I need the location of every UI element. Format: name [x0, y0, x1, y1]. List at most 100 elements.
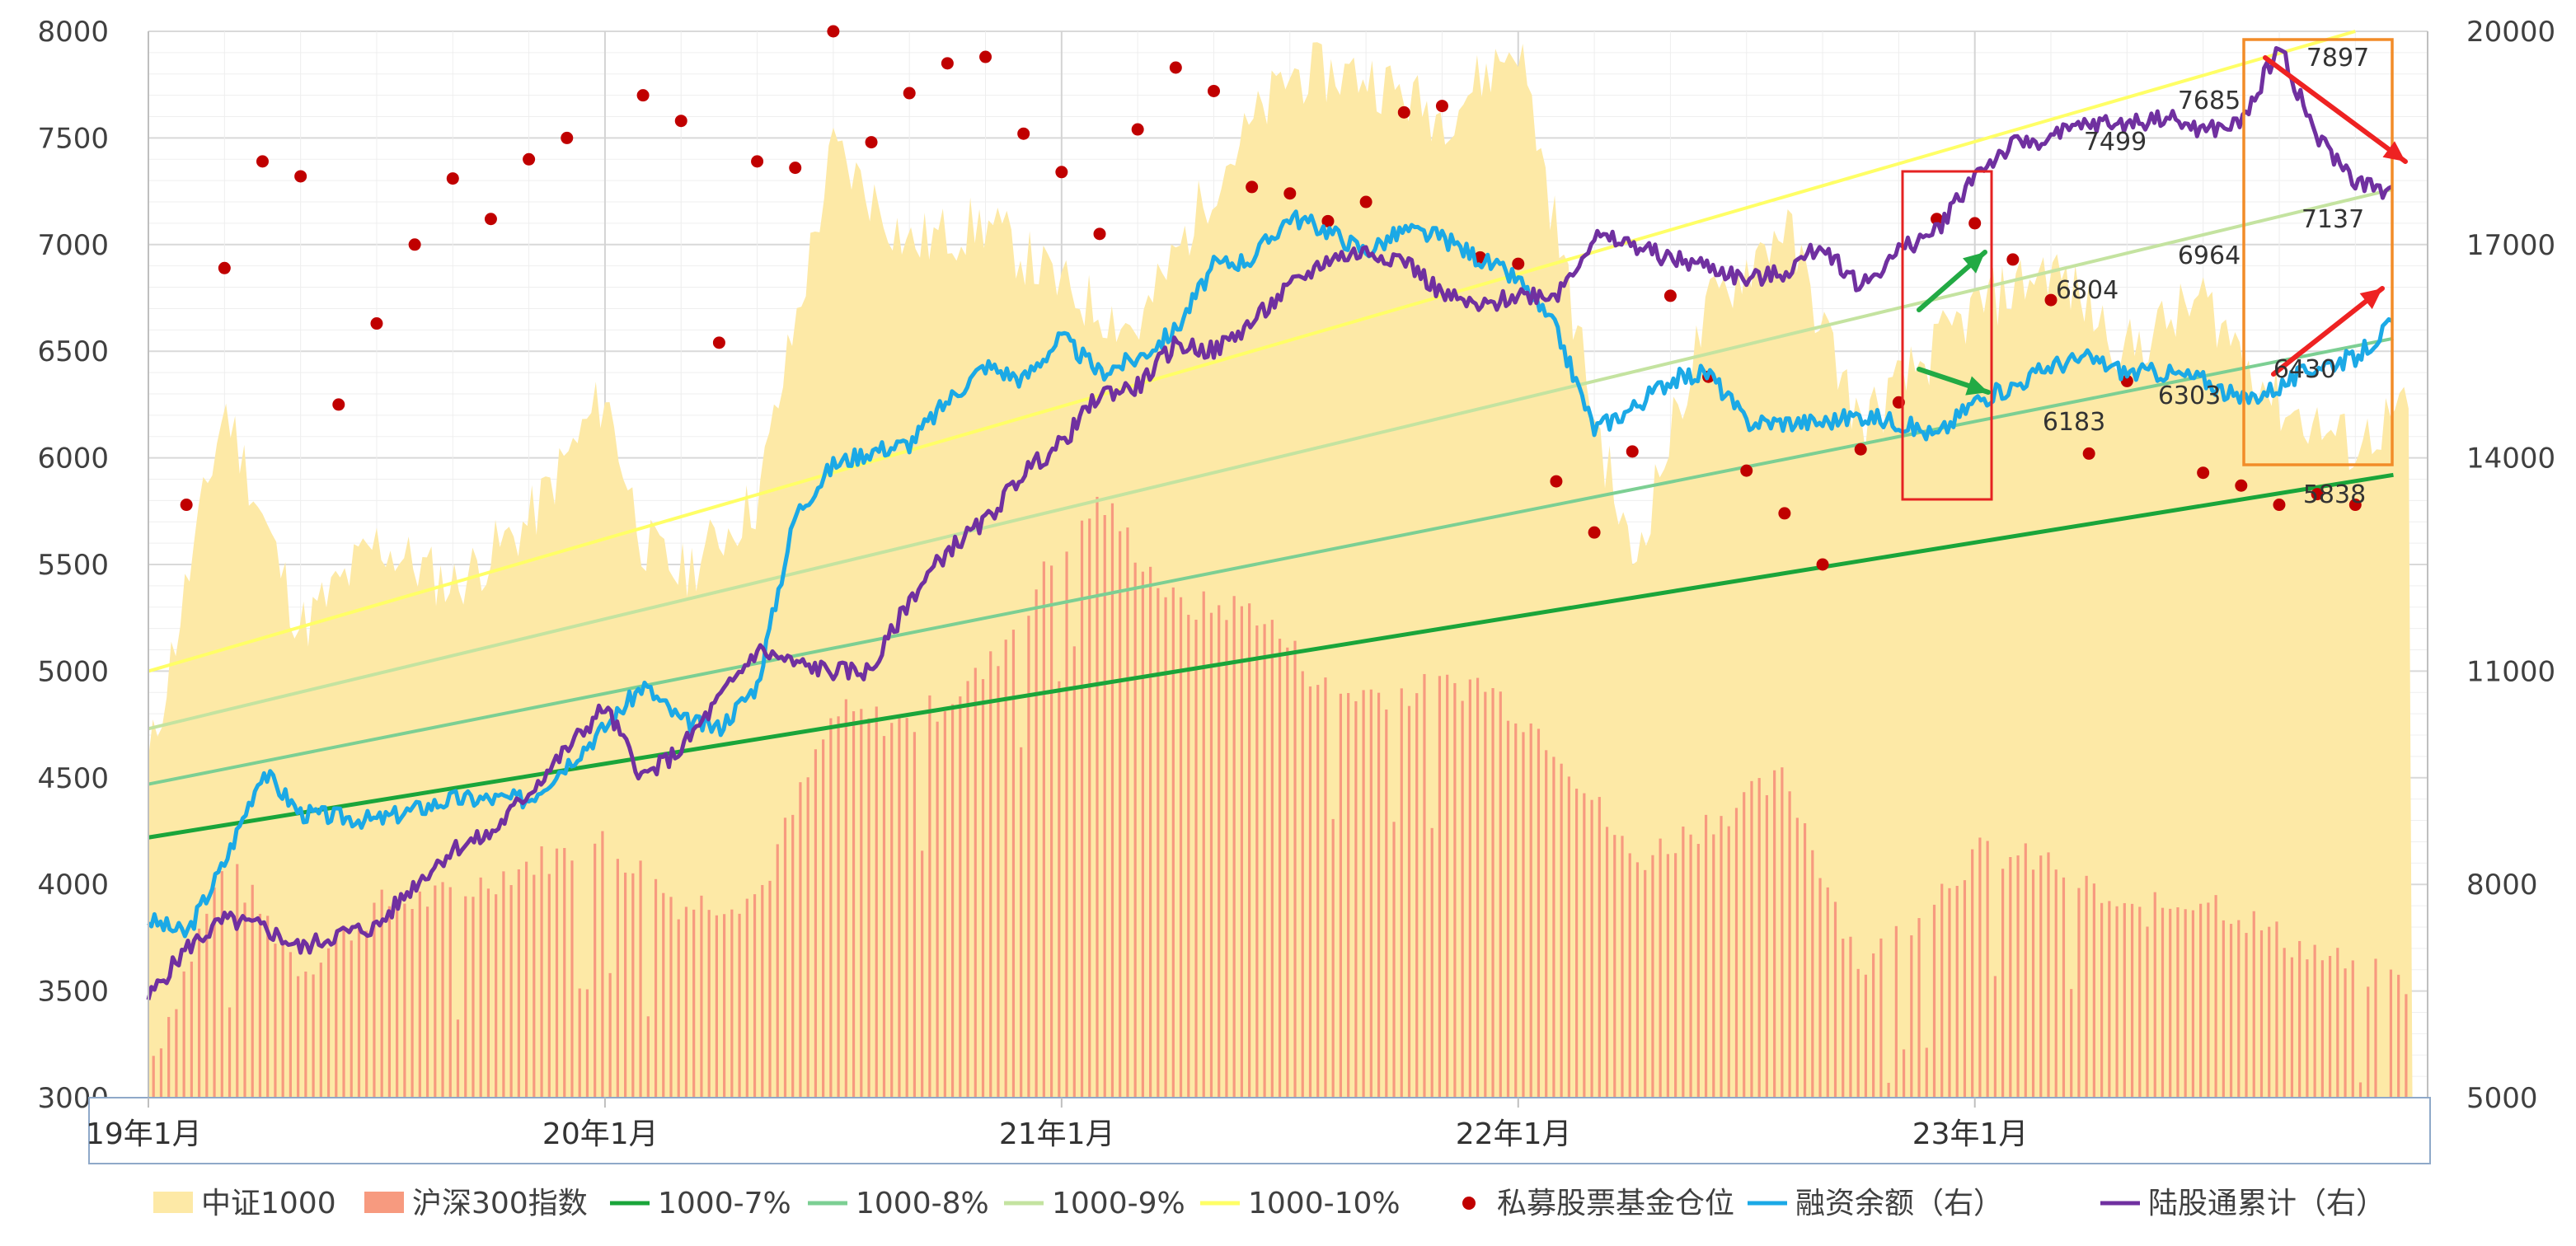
- hs300-bar-198: [1659, 838, 1662, 1098]
- position-dot-36: [1588, 526, 1601, 539]
- hs300-bar-194: [1628, 853, 1631, 1098]
- annotation-6964: 6964: [2178, 241, 2241, 270]
- hs300-bar-207: [1727, 826, 1730, 1098]
- position-dot-3: [294, 170, 307, 183]
- x-tick-4: 23年1月: [1912, 1117, 2029, 1151]
- trend-line-10pct: [148, 30, 2356, 673]
- y-left-tick-7500: 7500: [37, 122, 109, 155]
- legend-item-8: 陆股通累计（右）: [2100, 1187, 2386, 1220]
- hs300-bar-92: [852, 711, 856, 1098]
- hs300-bar-30: [380, 889, 383, 1098]
- hs300-bar-292: [2374, 958, 2377, 1098]
- position-dot-52: [2235, 479, 2248, 492]
- legend-label-1: 沪深300指数: [412, 1187, 588, 1220]
- legend-swatch-1: [364, 1192, 404, 1213]
- position-dot-51: [2197, 466, 2210, 480]
- hs300-bar-188: [1583, 793, 1586, 1098]
- hs300-bar-146: [1263, 624, 1266, 1098]
- arrow-green-up: [1917, 250, 1987, 312]
- hs300-bar-177: [1499, 691, 1502, 1098]
- hs300-bar-107: [966, 681, 969, 1098]
- y-right-tick-8000: 8000: [2466, 869, 2538, 902]
- hs300-bar-217: [1803, 823, 1807, 1098]
- hs300-bar-23: [326, 948, 331, 1098]
- annotation-6804: 6804: [2056, 276, 2119, 305]
- y-right-tick-17000: 17000: [2466, 229, 2555, 262]
- arrows-layer: [1917, 55, 2408, 396]
- y-left-tick-6500: 6500: [37, 335, 109, 368]
- hs300-bar-286: [2328, 956, 2332, 1098]
- hs300-bar-34: [411, 909, 414, 1098]
- hs300-bar-175: [1484, 691, 1487, 1098]
- legend-label-0: 中证1000: [201, 1187, 336, 1220]
- hs300-bar-102: [928, 695, 931, 1098]
- hs300-bar-10: [228, 1007, 232, 1098]
- hs300-bar-126: [1110, 503, 1114, 1098]
- hs300-bar-14: [258, 913, 262, 1098]
- hs300-bar-282: [2298, 940, 2302, 1098]
- northbound-cumulative-line: [146, 46, 2393, 1000]
- hs300-bar-278: [2268, 926, 2271, 1098]
- hs300-bar-136: [1187, 615, 1190, 1098]
- hs300-bar-212: [1765, 794, 1769, 1098]
- position-dot-19: [941, 57, 954, 70]
- position-dots-layer: [180, 25, 2362, 571]
- hs300-bar-75: [723, 914, 726, 1098]
- y-right-tick-11000: 11000: [2466, 655, 2555, 688]
- hs300-bar-65: [646, 1016, 650, 1098]
- hs300-bar-195: [1635, 862, 1640, 1098]
- hs300-bar-161: [1377, 692, 1381, 1098]
- hs300-bar-81: [768, 880, 772, 1098]
- y-right-tick-20000: 20000: [2466, 16, 2555, 49]
- hs300-bar-13: [251, 884, 254, 1098]
- hs300-bar-94: [867, 718, 870, 1098]
- hs300-bar-121: [1072, 646, 1076, 1098]
- hs300-bar-186: [1567, 776, 1570, 1098]
- hs300-bar-58: [594, 843, 597, 1098]
- hs300-bar-238: [1963, 880, 1967, 1098]
- position-dot-42: [1816, 558, 1829, 571]
- legend-label-7: 融资余额（右）: [1795, 1187, 2003, 1220]
- hs300-bar-87: [814, 749, 818, 1098]
- hs300-bar-139: [1209, 612, 1213, 1098]
- legend-swatch-0: [153, 1192, 193, 1213]
- hs300-bar-279: [2275, 921, 2278, 1098]
- hs300-bar-229: [1894, 925, 1898, 1098]
- hs300-bar-241: [1986, 841, 1989, 1098]
- position-dot-46: [1968, 217, 1982, 230]
- position-dot-16: [827, 25, 840, 38]
- hs300-bar-156: [1339, 693, 1343, 1098]
- hs300-bar-160: [1369, 689, 1372, 1098]
- hs300-bar-163: [1392, 822, 1396, 1098]
- hs300-bar-294: [2389, 969, 2393, 1098]
- hs300-bar-285: [2320, 960, 2324, 1098]
- hs300-bar-268: [2191, 910, 2195, 1098]
- hs300-bar-114: [1020, 747, 1023, 1098]
- legend-swatch-6: [1462, 1197, 1476, 1210]
- hs300-bar-272: [2222, 920, 2225, 1098]
- position-dot-30: [1359, 195, 1372, 208]
- hs300-bar-211: [1757, 778, 1761, 1098]
- hs300-bar-101: [921, 850, 924, 1098]
- position-dot-55: [2348, 499, 2362, 512]
- position-dot-15: [789, 162, 802, 175]
- arrow-red-up: [2271, 286, 2385, 377]
- hs300-bar-48: [517, 869, 520, 1098]
- hs300-bar-196: [1644, 869, 1647, 1098]
- hs300-bar-296: [2405, 994, 2408, 1098]
- position-dot-0: [180, 499, 193, 512]
- hs300-bar-228: [1887, 1082, 1890, 1098]
- hs300-bar-243: [2001, 869, 2005, 1098]
- hs300-bar-122: [1080, 520, 1084, 1098]
- position-dot-17: [865, 136, 878, 149]
- hs300-bar-182: [1537, 728, 1541, 1098]
- hs300-bar-123: [1088, 518, 1091, 1098]
- arrow-red-up-shaft: [2271, 286, 2385, 377]
- hs300-bar-11: [236, 864, 239, 1098]
- hs300-bar-133: [1164, 597, 1167, 1098]
- hs300-bar-71: [692, 909, 696, 1098]
- position-dot-22: [1055, 166, 1068, 179]
- legend-item-3: 1000-8%: [808, 1187, 989, 1220]
- hs300-bar-185: [1560, 763, 1563, 1098]
- hs300-bar-168: [1430, 827, 1433, 1098]
